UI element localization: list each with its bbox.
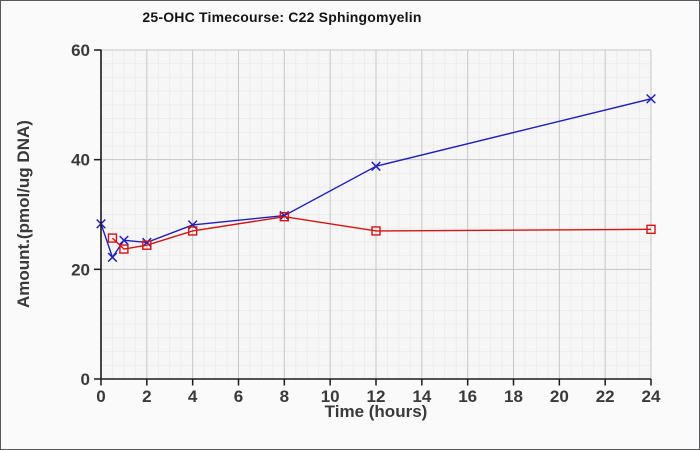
x-axis-title: Time (hours) xyxy=(324,402,428,421)
plot-area: 0 20 40 60 0 2 4 6 8 10 12 14 16 18 20 22 24 xyxy=(71,41,661,406)
x-tick-label: 10 xyxy=(321,387,340,406)
y-tick-label: 0 xyxy=(81,370,90,389)
tick-marks xyxy=(94,49,652,386)
x-tick-label: 14 xyxy=(412,387,431,406)
x-tick-label: 2 xyxy=(142,387,151,406)
x-tick-label: 0 xyxy=(96,387,105,406)
chart-title: 25-OHC Timecourse: C22 Sphingomyelin xyxy=(142,9,422,25)
x-tick-label: 24 xyxy=(642,387,661,406)
x-tick-label: 6 xyxy=(234,387,243,406)
x-tick-label: 18 xyxy=(504,387,523,406)
y-axis-title: Amount.(pmol/ug DNA) xyxy=(14,120,33,309)
x-tick-label: 8 xyxy=(280,387,289,406)
red-square-series xyxy=(107,211,656,254)
x-marker xyxy=(119,235,129,246)
x-marker xyxy=(107,252,118,263)
square-marker xyxy=(107,233,118,243)
red-square-series-line xyxy=(111,215,652,250)
gridlines-major xyxy=(101,49,652,379)
x-tick-label: 22 xyxy=(596,387,615,406)
square-marker xyxy=(371,226,381,236)
y-tick-label: 40 xyxy=(71,151,90,170)
y-tick-label: 20 xyxy=(71,260,90,279)
square-marker xyxy=(646,224,656,235)
x-tick-label: 16 xyxy=(458,387,477,406)
x-tick-label: 12 xyxy=(367,387,386,406)
square-marker xyxy=(119,244,129,254)
x-tick-label: 4 xyxy=(188,387,198,406)
square-marker xyxy=(279,211,290,222)
x-marker xyxy=(646,93,656,104)
x-marker xyxy=(371,161,381,172)
square-marker xyxy=(187,226,198,236)
x-tick-label: 20 xyxy=(550,387,569,406)
square-marker xyxy=(142,240,152,250)
x-marker xyxy=(187,220,198,230)
y-tick-label: 60 xyxy=(71,41,90,60)
